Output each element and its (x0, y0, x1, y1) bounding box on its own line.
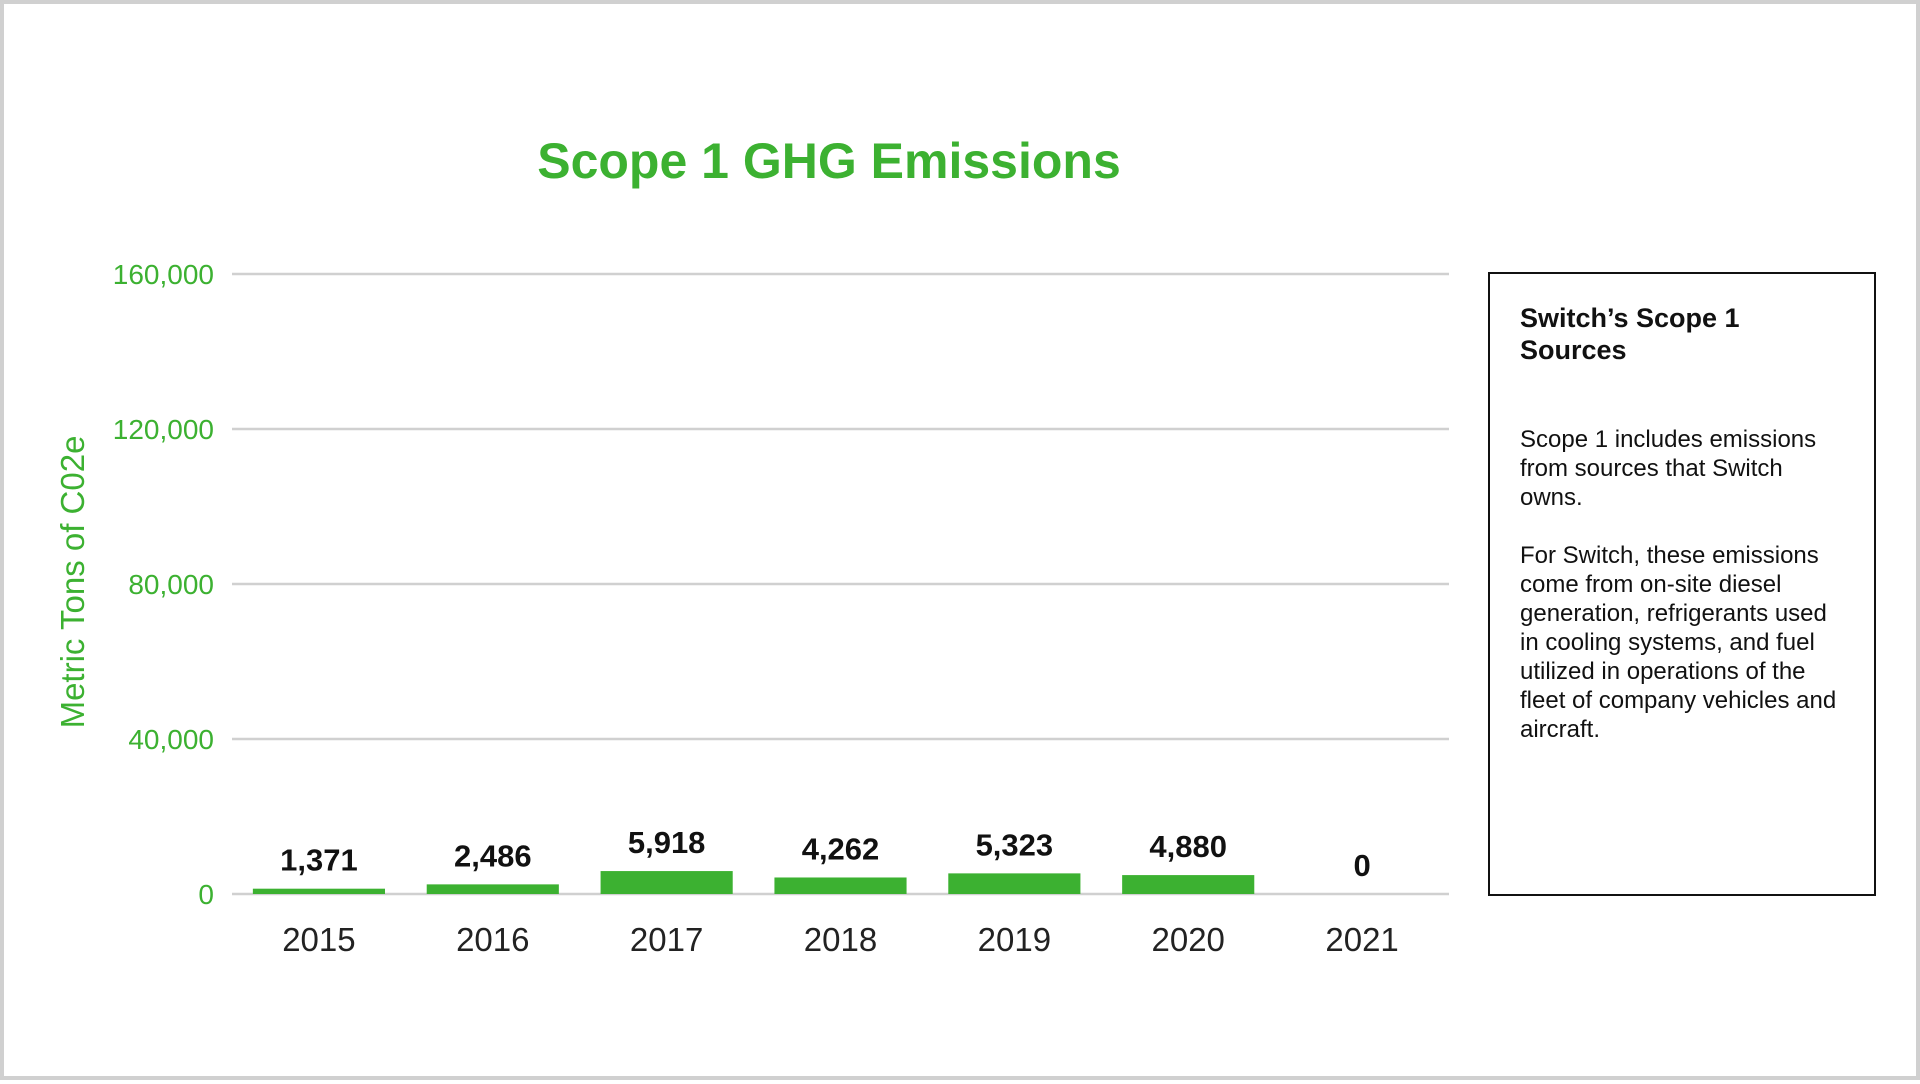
x-tick-label: 2016 (456, 921, 529, 958)
data-label: 5,918 (628, 825, 706, 860)
data-label: 4,880 (1149, 829, 1227, 864)
x-tick-label: 2019 (978, 921, 1051, 958)
bar (774, 877, 907, 894)
y-tick-label: 40,000 (128, 724, 214, 755)
info-box-title: Switch’s Scope 1 Sources (1520, 303, 1740, 366)
info-box-paragraph-1: Scope 1 includes emissions from sources … (1520, 425, 1817, 511)
y-tick-label: 0 (198, 879, 214, 910)
bar (252, 888, 385, 894)
data-label: 2,486 (454, 838, 532, 873)
bar (600, 871, 733, 894)
data-label: 4,262 (802, 831, 880, 866)
y-tick-label: 120,000 (113, 414, 214, 445)
x-axis-ticks: 2015 2016 2017 2018 2019 2020 2021 (282, 921, 1399, 958)
bar (426, 884, 559, 894)
bar (948, 873, 1081, 894)
x-tick-label: 2020 (1152, 921, 1225, 958)
data-label: 5,323 (976, 827, 1054, 862)
info-box: Switch’s Scope 1 Sources Scope 1 include… (1488, 272, 1876, 896)
bars (252, 871, 1255, 894)
y-tick-label: 160,000 (113, 259, 214, 290)
bar-chart: 0 40,000 80,000 120,000 160,000 1,371 2,486 5,… (54, 259, 1449, 958)
data-labels: 1,371 2,486 5,918 4,262 5,323 4,880 0 (280, 825, 1371, 883)
x-tick-label: 2017 (630, 921, 703, 958)
data-label: 0 (1353, 848, 1370, 883)
x-tick-label: 2015 (282, 921, 355, 958)
y-axis-title: Metric Tons of C02e (54, 436, 91, 729)
bar (1122, 875, 1255, 894)
x-tick-label: 2018 (804, 921, 877, 958)
y-tick-label: 80,000 (128, 569, 214, 600)
gridlines (232, 272, 1449, 896)
data-label: 1,371 (280, 843, 358, 878)
x-tick-label: 2021 (1325, 921, 1398, 958)
info-box-paragraph-2: For Switch, these emissions come from on… (1520, 541, 1837, 743)
chart-title: Scope 1 GHG Emissions (537, 133, 1121, 189)
y-axis-ticks: 0 40,000 80,000 120,000 160,000 (113, 259, 214, 910)
